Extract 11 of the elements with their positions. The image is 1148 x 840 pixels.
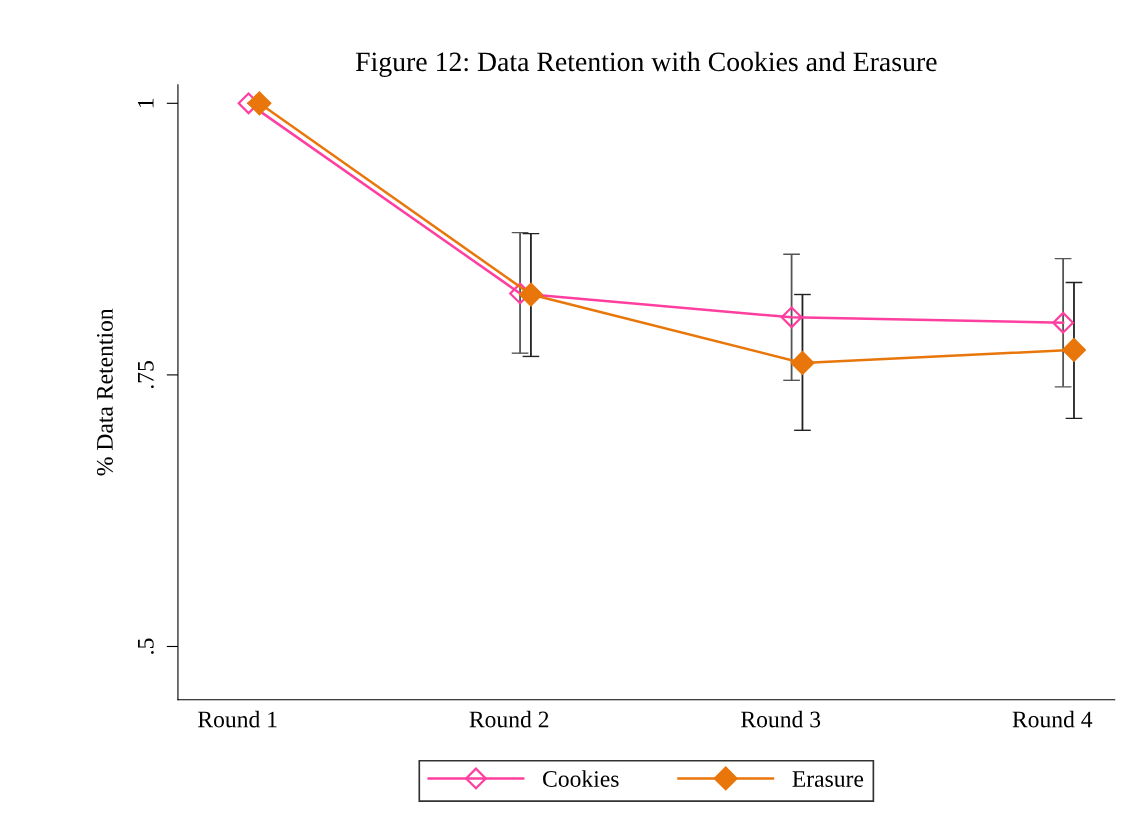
x-tick-label: Round 4 bbox=[1012, 710, 1093, 728]
legend-label: Erasure bbox=[792, 771, 864, 787]
x-tick-label: Round 3 bbox=[741, 710, 821, 728]
y-tick-label: .75 bbox=[138, 361, 154, 389]
chart-title: Figure 12: Data Retention with Cookies and Erasure bbox=[355, 51, 937, 77]
y-tick-label: .5 bbox=[138, 638, 154, 654]
legend-label: Cookies bbox=[543, 770, 619, 787]
y-axis-title: % Data Retention bbox=[96, 308, 113, 476]
y-tick-label: 1 bbox=[137, 98, 154, 108]
x-tick-label: Round 1 bbox=[198, 710, 277, 728]
x-tick-label: Round 2 bbox=[469, 710, 549, 728]
